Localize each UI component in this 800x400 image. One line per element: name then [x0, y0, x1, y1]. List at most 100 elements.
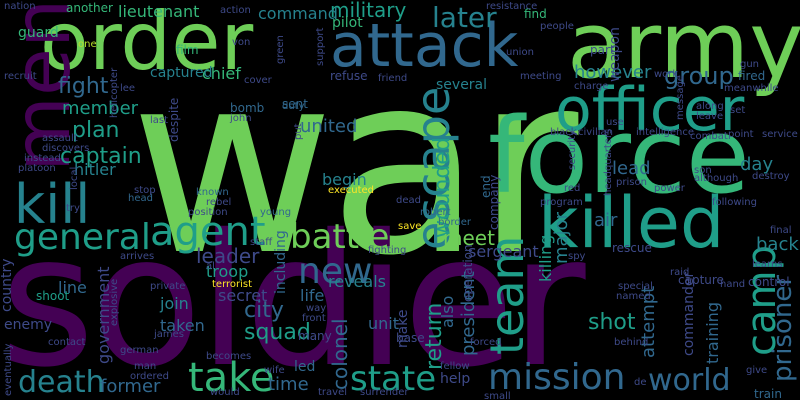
word-red: red: [564, 183, 581, 194]
word-friend: friend: [378, 73, 408, 84]
word-control: control: [748, 275, 790, 289]
word-back: back: [756, 234, 799, 255]
word-refuse: refuse: [330, 69, 368, 83]
word-resistance: resistance: [486, 1, 538, 12]
word-part: part: [590, 43, 615, 57]
word-von: von: [232, 37, 251, 48]
word-raid: raid: [670, 267, 690, 278]
word-air: air: [594, 210, 618, 231]
word-stop: stop: [134, 185, 156, 196]
word-travel: travel: [318, 387, 348, 398]
word-green: green: [275, 35, 286, 64]
word-border: border: [438, 217, 472, 228]
word-chief: chief: [202, 64, 241, 83]
word-capture: capture: [678, 273, 724, 287]
word-charge: charge: [574, 81, 609, 92]
word-meet: meet: [443, 226, 495, 250]
word-contact: contact: [48, 337, 86, 348]
word-local: local: [69, 166, 80, 190]
word-position: position: [188, 207, 228, 218]
word-operation: operation: [461, 244, 475, 302]
word-hitler: hitler: [74, 160, 116, 179]
word-ordered: ordered: [130, 371, 169, 382]
word-fighting: fighting: [368, 245, 407, 256]
word-train: train: [754, 387, 782, 400]
word-captain: captain: [60, 144, 142, 169]
word-life: life: [300, 286, 325, 305]
word-lee: lee: [120, 83, 136, 94]
word-film: film: [176, 43, 199, 57]
word-united: united: [300, 116, 358, 137]
word-soldier: soldier: [0, 195, 586, 400]
word-assault: assault: [42, 133, 78, 144]
word-james: james: [154, 329, 185, 340]
word-fellow: fellow: [440, 361, 470, 372]
word-head: head: [128, 193, 153, 204]
word-fired: fired: [738, 69, 766, 83]
word-hand: hand: [720, 279, 746, 290]
word-put: put: [293, 123, 304, 140]
word-german: german: [120, 345, 159, 356]
word-troop: troop: [206, 262, 249, 281]
word-known: known: [196, 187, 229, 198]
word-join: join: [160, 294, 189, 313]
word-point: point: [728, 129, 754, 140]
word-squad: squad: [244, 320, 311, 345]
word-company: company: [487, 174, 501, 230]
word-one: one: [78, 39, 97, 50]
word-meeting: meeting: [520, 71, 562, 82]
word-battle: battle: [290, 217, 390, 257]
word-john: john: [230, 113, 252, 124]
word-give: give: [746, 365, 768, 376]
word-captured: captured: [150, 65, 213, 81]
word-shoot: shoot: [36, 289, 70, 303]
word-taken: taken: [160, 316, 205, 335]
word-intelligence: intelligence: [636, 127, 695, 138]
word-gun: gun: [740, 59, 760, 70]
word-use: use: [606, 117, 624, 128]
word-line: line: [58, 278, 87, 297]
word-take: take: [188, 355, 275, 400]
word-although: although: [694, 173, 739, 184]
word-terrorist: terrorist: [212, 279, 253, 290]
word-recruit: recruit: [4, 71, 37, 82]
word-agent: agent: [150, 209, 266, 255]
word-black: black: [550, 127, 577, 138]
word-enemy: enemy: [4, 317, 53, 333]
word-force: force: [488, 95, 750, 217]
word-base: base: [396, 331, 425, 345]
word-way: way: [306, 303, 327, 314]
word-order: order: [40, 0, 254, 88]
word-rebel: rebel: [206, 197, 232, 208]
word-spy: spy: [568, 251, 586, 262]
word-lead: lead: [612, 158, 651, 179]
word-including: including: [273, 230, 289, 294]
word-reveals: reveals: [328, 272, 386, 291]
word-would: would: [210, 387, 240, 398]
word-begin: begin: [322, 170, 367, 189]
word-many: many: [298, 329, 332, 343]
word-led: led: [294, 359, 316, 375]
word-program: program: [540, 197, 583, 208]
word-killed: killed: [538, 182, 725, 264]
word-staff: staff: [250, 237, 273, 248]
word-al: al: [206, 261, 215, 272]
word-secret: secret: [218, 286, 268, 305]
word-eventually: eventually: [3, 343, 14, 396]
word-private: private: [150, 281, 186, 292]
word-member: member: [62, 98, 139, 119]
word-becomes: becomes: [206, 351, 252, 362]
word-final: final: [770, 225, 792, 236]
word-leave: leave: [696, 111, 724, 122]
word-son: son: [694, 165, 712, 176]
word-new: new: [298, 251, 373, 292]
word-last: last: [150, 115, 169, 126]
word-platoon: platoon: [18, 163, 56, 174]
word-world: world: [648, 363, 731, 398]
word-leader: leader: [196, 244, 260, 268]
word-despite: despite: [167, 97, 181, 142]
word-security: security: [567, 130, 578, 170]
word-along: along: [696, 101, 724, 112]
word-former: former: [100, 376, 161, 397]
word-killing: killing: [536, 234, 555, 282]
